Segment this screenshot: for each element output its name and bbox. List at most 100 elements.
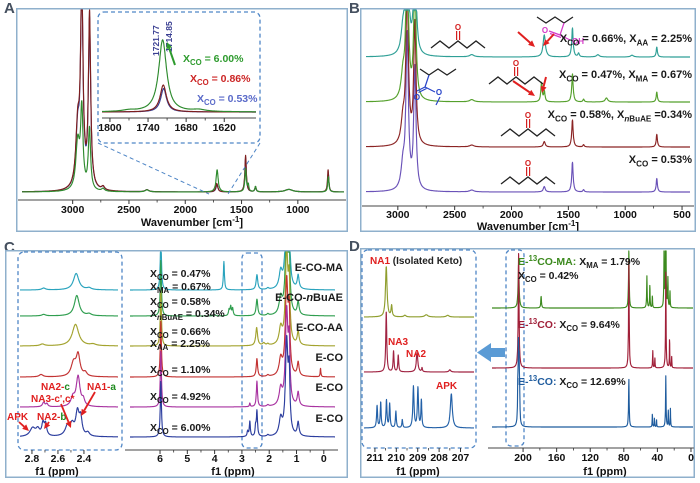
axis-tick-label: 1680: [174, 122, 198, 134]
annotation-text: XAA = 2.25%: [150, 338, 211, 352]
annotation-text: XCO = 4.92%: [150, 391, 211, 405]
axis-tick-label: 1620: [213, 122, 237, 134]
spectrum-trace: [491, 336, 694, 428]
annotation-arrow: [168, 47, 176, 66]
axis-tick-label: 5: [184, 453, 190, 465]
axis-tick-label: 209: [409, 452, 427, 464]
spectrum-trace: [129, 251, 336, 317]
axis-tick-label: 3000: [386, 209, 410, 221]
backbone-bond: [500, 176, 556, 185]
annotation-arrowhead: [44, 422, 51, 429]
annotation-arrow: [60, 403, 70, 423]
x-axis-title: Wavenumber [cm-1]: [477, 219, 580, 232]
annotation-arrow: [512, 80, 531, 94]
axis-tick-label: 2.4: [77, 453, 92, 465]
annotation-arrow: [546, 33, 555, 42]
annotation-arrowhead: [540, 86, 547, 93]
axis-tick-label: 2: [266, 453, 272, 465]
annotation-text: XCO = 0.47%: [150, 268, 211, 282]
panel-c-letter: C: [4, 239, 15, 256]
annotation-arrowhead: [166, 42, 172, 50]
annotation-text: XCO = 1.10%: [150, 364, 211, 378]
annotation-text: 1714.85: [164, 21, 174, 52]
axis-tick-label: 1800: [98, 122, 122, 134]
annotation-arrowhead: [527, 89, 535, 96]
spectrum-trace: [366, 9, 690, 148]
annotation-arrowhead: [528, 40, 535, 47]
acid-structure: O OH: [536, 16, 584, 46]
oxygen-atom: O: [525, 111, 531, 120]
axis-tick-label: 0: [321, 453, 327, 465]
backbone-bond: [500, 128, 556, 137]
annotation-text: E-13CO: XCO = 9.64%: [518, 317, 620, 333]
annotation-text: E-CO-AA: [296, 322, 343, 334]
annotation-text: NA1 (Isolated Keto): [370, 256, 462, 267]
x-axis-title: f1 (ppm): [211, 466, 255, 478]
axis-tick-label: 2500: [117, 204, 141, 216]
spectrum-trace: [19, 272, 119, 291]
ester-bond: [424, 74, 430, 88]
annotation-text: XCO = 0.58%: [150, 296, 211, 310]
ketone-structure: O: [488, 59, 544, 85]
annotation-text: E-13CO: XCO = 12.69%: [518, 374, 626, 390]
backbone-bond: [419, 68, 457, 76]
inset-dashed-border: [361, 249, 477, 449]
annotation-text: E-CO: [316, 352, 344, 364]
inset-pointer-arrow: [477, 343, 505, 362]
axis-tick-label: 2.8: [25, 453, 40, 465]
annotation-text: XCO = 0.86%: [190, 73, 251, 87]
annotation-text: XCO = 6.00%: [150, 422, 211, 436]
axis-tick-label: 210: [388, 452, 406, 464]
highlight-dashed-box: [505, 249, 525, 447]
annotation-text: E-13CO-MA: XMA = 1.79%: [518, 254, 641, 270]
annotation-text: XCO = 0.53%: [629, 154, 692, 168]
acid-bond: [559, 34, 571, 41]
ester-structure: OO: [414, 68, 457, 106]
axis-tick-label: 1000: [286, 204, 310, 216]
axis-tick-label: 500: [673, 209, 691, 221]
annotation-text: NA2-b: [37, 412, 66, 423]
panel-plot-area: 211 210 209 208 207 f1 (ppm) NA1 (Isolated Ket…: [361, 249, 694, 478]
backbone-bond: [488, 76, 544, 85]
spectrum-trace: [19, 323, 119, 347]
x-axis-title: Wavenumber [cm-1]: [141, 215, 244, 229]
x-axis-title: f1 (ppm): [396, 466, 440, 478]
spectrum-trace: [19, 351, 119, 378]
spectrum-trace: [363, 266, 475, 318]
axis-tick-label: 1500: [557, 209, 581, 221]
panel-border: [360, 248, 695, 478]
oxygen-atom: O: [525, 159, 531, 168]
ester-bond: [424, 86, 436, 93]
acid-bond: [549, 32, 562, 39]
ketone-structure: O: [500, 159, 556, 185]
spectrum-trace: [129, 334, 336, 438]
ester-bond: [418, 87, 427, 94]
backbone-bond: [430, 40, 486, 49]
annotation-text: 1721.77: [151, 25, 161, 56]
panel-border: [16, 8, 348, 232]
annotation-text: XCO = 0.53%: [197, 93, 258, 107]
axis-tick-label: 2500: [443, 209, 467, 221]
annotation-text: E-CO: [316, 413, 344, 425]
annotation-arrowhead: [65, 420, 72, 428]
axis-tick-label: 4: [212, 453, 218, 465]
axis-tick-label: 2000: [500, 209, 524, 221]
annotation-text: XCO = 0.58%, XnBuAE =0.34%: [548, 109, 693, 123]
acid-bond: [548, 30, 561, 36]
spectrum-trace: [19, 374, 119, 408]
axis-tick-label: 1500: [230, 204, 254, 216]
hydroxyl-group: OH: [572, 37, 584, 46]
x-axis-title: f1 (ppm): [583, 466, 627, 478]
x-axis-title: f1 (ppm): [35, 466, 79, 478]
oxygen-atom: O: [414, 93, 420, 102]
axis-tick-label: 1: [294, 453, 300, 465]
panel-d-letter: D: [349, 238, 360, 255]
inset-connector-line: [227, 142, 261, 195]
axis-tick-label: 211: [366, 452, 383, 464]
spectrum-trace: [491, 253, 694, 369]
panel-plot-area: 3000 2500 2000 1500 1000 Wavenumber [cm-1] 180…: [18, 9, 346, 229]
annotation-text: E-CO-MA: [295, 262, 343, 274]
